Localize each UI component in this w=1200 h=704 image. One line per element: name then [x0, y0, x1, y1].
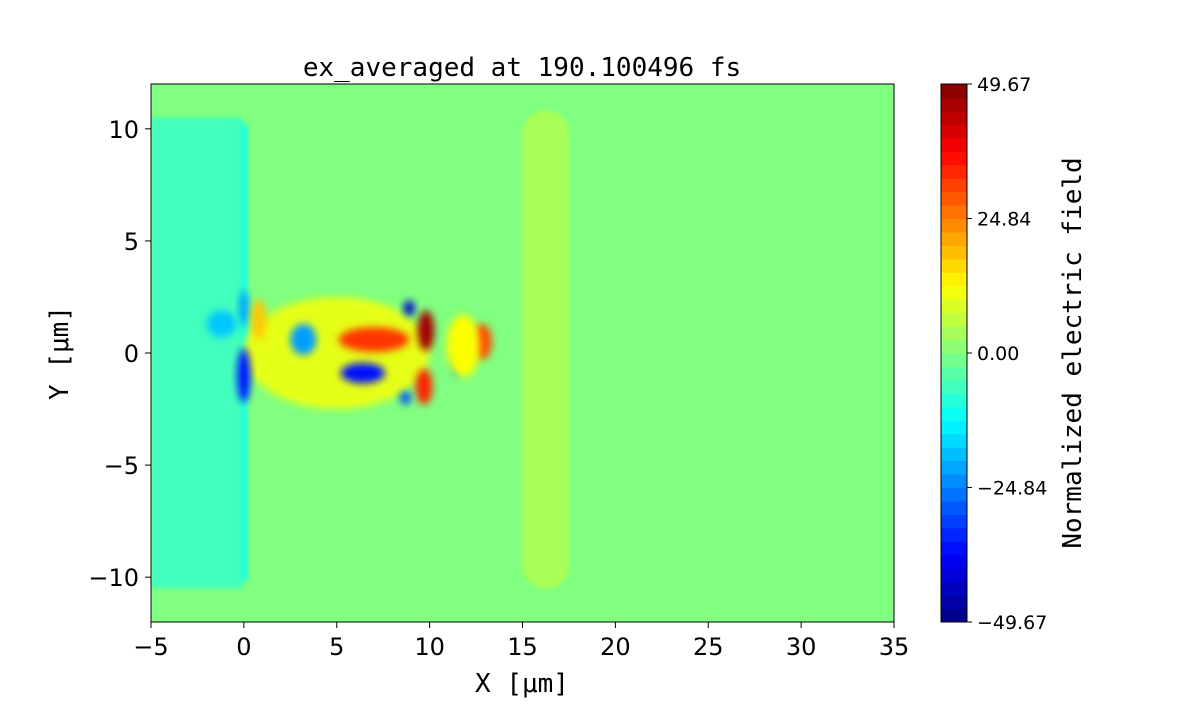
- field-blob: [338, 327, 410, 352]
- colorbar-level: [941, 312, 967, 327]
- field-blob: [251, 299, 267, 340]
- x-tick-label: 0: [236, 633, 251, 661]
- x-tick-label: 20: [600, 633, 631, 661]
- colorbar-level: [941, 326, 967, 341]
- colorbar-level: [941, 178, 967, 193]
- y-tick-label: −10: [88, 564, 139, 592]
- colorbar-level: [941, 541, 967, 556]
- field-blob: [206, 310, 237, 338]
- field-region-left-wake: [151, 117, 244, 589]
- colorbar-level: [941, 339, 967, 354]
- colorbar-level: [941, 205, 967, 219]
- y-tick-label: 5: [124, 228, 139, 256]
- plot-area: [151, 84, 894, 622]
- x-tick-label: 25: [693, 633, 724, 661]
- colorbar-tick-label: 49.67: [977, 74, 1031, 96]
- colorbar-level: [941, 231, 967, 246]
- colorbar-level: [941, 487, 967, 502]
- field-blob: [403, 300, 415, 317]
- x-tick-label: 35: [879, 633, 910, 661]
- colorbar-level: [941, 137, 967, 152]
- colorbar-tick-label: 0.00: [977, 343, 1019, 365]
- colorbar-level: [941, 406, 967, 421]
- colorbar-level: [941, 124, 967, 139]
- colorbar-level: [941, 379, 967, 394]
- colorbar-level: [941, 581, 967, 596]
- field-blob: [399, 391, 412, 405]
- colorbar-level: [941, 554, 967, 569]
- y-tick-label: −5: [104, 452, 139, 480]
- x-tick-label: −5: [133, 633, 168, 661]
- field-blob: [417, 310, 435, 351]
- y-tick-label: 0: [124, 340, 139, 368]
- colorbar-level: [941, 245, 967, 260]
- field-blob: [239, 290, 249, 327]
- colorbar-tick-label: −49.67: [977, 612, 1047, 634]
- field-blob: [446, 314, 480, 378]
- colorbar-level: [941, 272, 967, 287]
- colorbar-level: [941, 460, 967, 475]
- colorbar-level: [941, 110, 967, 125]
- field-blob: [340, 363, 386, 384]
- field-blob: [237, 348, 251, 403]
- colorbar: [940, 83, 968, 623]
- x-tick-label: 10: [414, 633, 445, 661]
- colorbar-level: [941, 366, 967, 381]
- colorbar-level: [941, 164, 967, 179]
- colorbar-level: [941, 393, 967, 408]
- colorbar-tick-label: 24.84: [977, 208, 1031, 230]
- colorbar-level: [941, 527, 967, 542]
- field-blob: [290, 323, 317, 356]
- colorbar-tick-label: −24.84: [977, 478, 1047, 500]
- y-tick-label: 10: [108, 116, 139, 144]
- colorbar-level: [941, 608, 967, 623]
- colorbar-level: [941, 191, 967, 206]
- colorbar-level: [941, 568, 967, 583]
- x-tick-label: 15: [507, 633, 538, 661]
- colorbar-level: [941, 299, 967, 314]
- colorbar-level: [941, 353, 967, 367]
- colorbar-level: [941, 285, 967, 300]
- colorbar-level: [941, 447, 967, 462]
- colorbar-level: [941, 500, 967, 515]
- colorbar-level: [941, 420, 967, 435]
- y-axis-label: Y [μm]: [45, 306, 75, 400]
- colorbar-level: [941, 84, 967, 98]
- colorbar-level: [941, 595, 967, 610]
- field-core-positive: [243, 296, 430, 410]
- x-tick-label: 5: [329, 633, 344, 661]
- x-tick-label: 30: [786, 633, 817, 661]
- colorbar-level: [941, 97, 967, 112]
- x-axis-label: X [μm]: [475, 669, 569, 699]
- colorbar-level: [941, 474, 967, 488]
- colorbar-level: [941, 433, 967, 448]
- field-blob: [415, 368, 433, 405]
- chart-title: ex_averaged at 190.100496 fs: [303, 53, 741, 83]
- field-region-slab: [522, 110, 569, 589]
- colorbar-label: Normalized electric field: [1058, 157, 1088, 548]
- colorbar-level: [941, 258, 967, 273]
- colorbar-level: [941, 514, 967, 529]
- colorbar-level: [941, 218, 967, 233]
- colorbar-level: [941, 151, 967, 166]
